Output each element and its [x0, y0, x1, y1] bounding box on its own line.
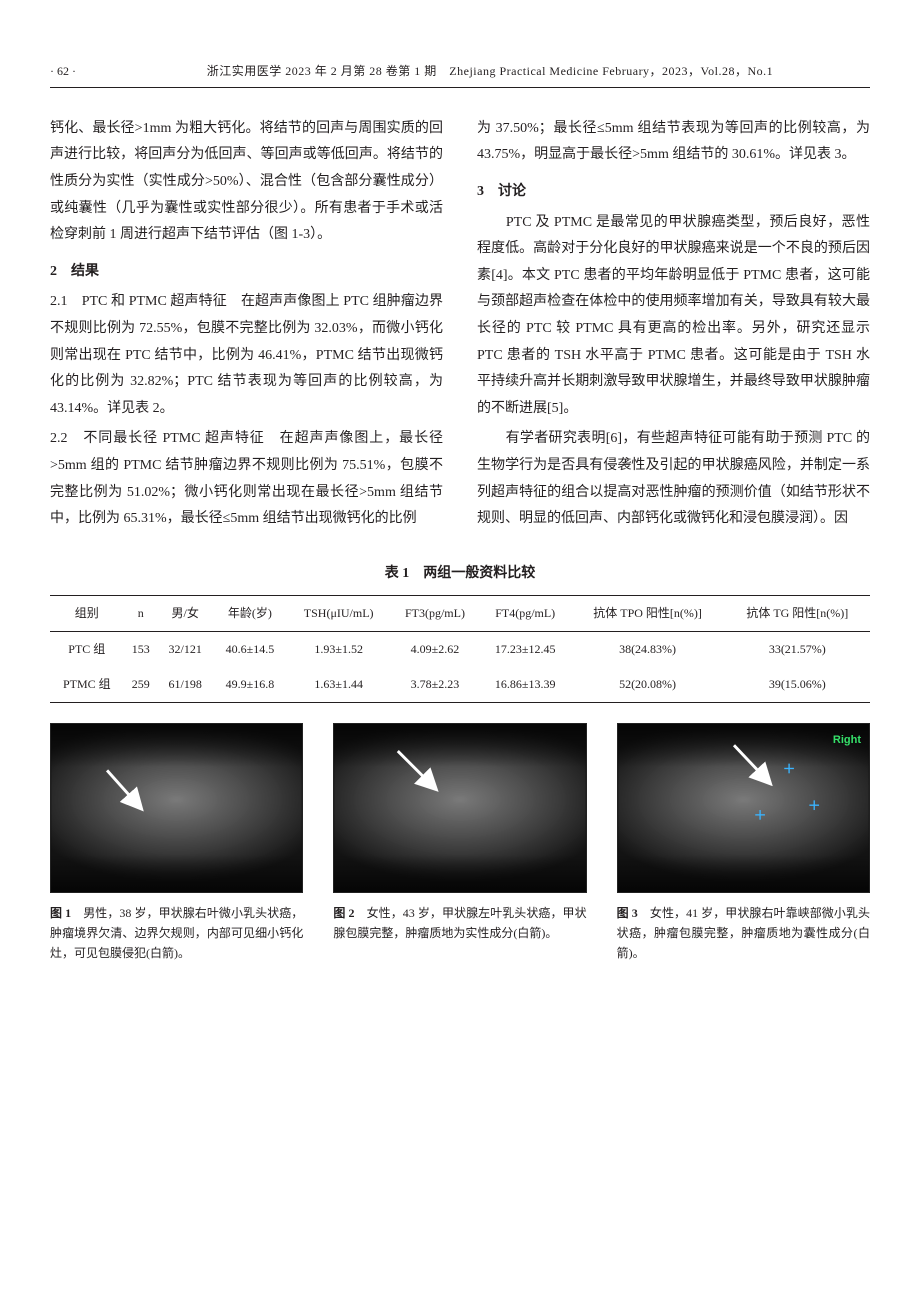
- table-cell: 1.93±1.52: [287, 632, 390, 667]
- table-cell: 33(21.57%): [725, 632, 870, 667]
- table-cell: 4.09±2.62: [390, 632, 480, 667]
- table-header-cell: TSH(μIU/mL): [287, 596, 390, 632]
- arrow-annotation-icon: [618, 724, 869, 888]
- table-cell: 17.23±12.45: [480, 632, 571, 667]
- table-cell: 1.63±1.44: [287, 667, 390, 702]
- section-heading-discussion: 3 讨论: [477, 179, 870, 206]
- figure-caption: 图 2 女性，43 岁，甲状腺左叶乳头状癌，甲状腺包膜完整，肿瘤质地为实性成分(…: [333, 903, 586, 944]
- table-cell: PTC 组: [50, 632, 124, 667]
- table-title: 表 1 两组一般资料比较: [50, 561, 870, 588]
- figure-2: 图 2 女性，43 岁，甲状腺左叶乳头状癌，甲状腺包膜完整，肿瘤质地为实性成分(…: [333, 723, 586, 964]
- table-cell: 32/121: [158, 632, 213, 667]
- table-cell: PTMC 组: [50, 667, 124, 702]
- right-column: 为 37.50%；最长径≤5mm 组结节表现为等回声的比例较高，为 43.75%…: [477, 116, 870, 537]
- table-general-data: 组别 n 男/女 年龄(岁) TSH(μIU/mL) FT3(pg/mL) FT…: [50, 595, 870, 702]
- body-paragraph: 为 37.50%；最长径≤5mm 组结节表现为等回声的比例较高，为 43.75%…: [477, 116, 870, 169]
- table-cell: 39(15.06%): [725, 667, 870, 702]
- table-cell: 38(24.83%): [571, 632, 725, 667]
- ultrasound-image-1: [50, 723, 303, 893]
- body-paragraph: 钙化、最长径>1mm 为粗大钙化。将结节的回声与周围实质的回声进行比较，将回声分…: [50, 116, 443, 249]
- ultrasound-image-2: [333, 723, 586, 893]
- figure-label: 图 2: [333, 906, 354, 920]
- figure-text: 女性，43 岁，甲状腺左叶乳头状癌，甲状腺包膜完整，肿瘤质地为实性成分(白箭)。: [333, 906, 586, 940]
- section-heading-results: 2 结果: [50, 259, 443, 286]
- table-cell: 153: [124, 632, 158, 667]
- body-columns: 钙化、最长径>1mm 为粗大钙化。将结节的回声与周围实质的回声进行比较，将回声分…: [50, 116, 870, 537]
- table-header-row: 组别 n 男/女 年龄(岁) TSH(μIU/mL) FT3(pg/mL) FT…: [50, 596, 870, 632]
- table-header-cell: 抗体 TG 阳性[n(%)]: [725, 596, 870, 632]
- table-cell: 61/198: [158, 667, 213, 702]
- body-paragraph: 有学者研究表明[6]，有些超声特征可能有助于预测 PTC 的生物学行为是否具有侵…: [477, 426, 870, 532]
- body-paragraph: PTC 及 PTMC 是最常见的甲状腺癌类型，预后良好，恶性程度低。高龄对于分化…: [477, 210, 870, 423]
- table-cell: 40.6±14.5: [213, 632, 288, 667]
- table-header-cell: FT4(pg/mL): [480, 596, 571, 632]
- body-paragraph: 2.2 不同最长径 PTMC 超声特征 在超声声像图上，最长径>5mm 组的 P…: [50, 426, 443, 532]
- page-number: · 62 ·: [50, 60, 110, 83]
- figure-label: 图 3: [617, 906, 638, 920]
- arrow-annotation-icon: [334, 724, 585, 888]
- table-row: PTMC 组 259 61/198 49.9±16.8 1.63±1.44 3.…: [50, 667, 870, 702]
- figure-row: 图 1 男性，38 岁，甲状腺右叶微小乳头状癌，肿瘤境界欠清、边界欠规则，内部可…: [50, 723, 870, 964]
- arrow-annotation-icon: [51, 724, 302, 888]
- table-cell: 16.86±13.39: [480, 667, 571, 702]
- table-header-cell: 组别: [50, 596, 124, 632]
- figure-text: 女性，41 岁，甲状腺右叶靠峡部微小乳头状癌，肿瘤包膜完整，肿瘤质地为囊性成分(…: [617, 906, 870, 961]
- body-paragraph: 2.1 PTC 和 PTMC 超声特征 在超声声像图上 PTC 组肿瘤边界不规则…: [50, 289, 443, 422]
- table-header-cell: 年龄(岁): [213, 596, 288, 632]
- table-cell: 3.78±2.23: [390, 667, 480, 702]
- page-root: · 62 · 浙江实用医学 2023 年 2 月第 28 卷第 1 期 Zhej…: [0, 0, 920, 1004]
- figure-caption: 图 3 女性，41 岁，甲状腺右叶靠峡部微小乳头状癌，肿瘤包膜完整，肿瘤质地为囊…: [617, 903, 870, 964]
- table-header-cell: 抗体 TPO 阳性[n(%)]: [571, 596, 725, 632]
- ultrasound-image-3: Right: [617, 723, 870, 893]
- figure-3: Right 图 3 女性，4: [617, 723, 870, 964]
- running-head: · 62 · 浙江实用医学 2023 年 2 月第 28 卷第 1 期 Zhej…: [50, 60, 870, 88]
- table-cell: 52(20.08%): [571, 667, 725, 702]
- table-header-cell: 男/女: [158, 596, 213, 632]
- figure-text: 男性，38 岁，甲状腺右叶微小乳头状癌，肿瘤境界欠清、边界欠规则，内部可见细小钙…: [50, 906, 303, 961]
- table-cell: 259: [124, 667, 158, 702]
- figure-label: 图 1: [50, 906, 71, 920]
- left-column: 钙化、最长径>1mm 为粗大钙化。将结节的回声与周围实质的回声进行比较，将回声分…: [50, 116, 443, 537]
- table-row: PTC 组 153 32/121 40.6±14.5 1.93±1.52 4.0…: [50, 632, 870, 667]
- figure-1: 图 1 男性，38 岁，甲状腺右叶微小乳头状癌，肿瘤境界欠清、边界欠规则，内部可…: [50, 723, 303, 964]
- journal-info: 浙江实用医学 2023 年 2 月第 28 卷第 1 期 Zhejiang Pr…: [110, 60, 870, 83]
- figure-caption: 图 1 男性，38 岁，甲状腺右叶微小乳头状癌，肿瘤境界欠清、边界欠规则，内部可…: [50, 903, 303, 964]
- table-header-cell: n: [124, 596, 158, 632]
- table-cell: 49.9±16.8: [213, 667, 288, 702]
- table-header-cell: FT3(pg/mL): [390, 596, 480, 632]
